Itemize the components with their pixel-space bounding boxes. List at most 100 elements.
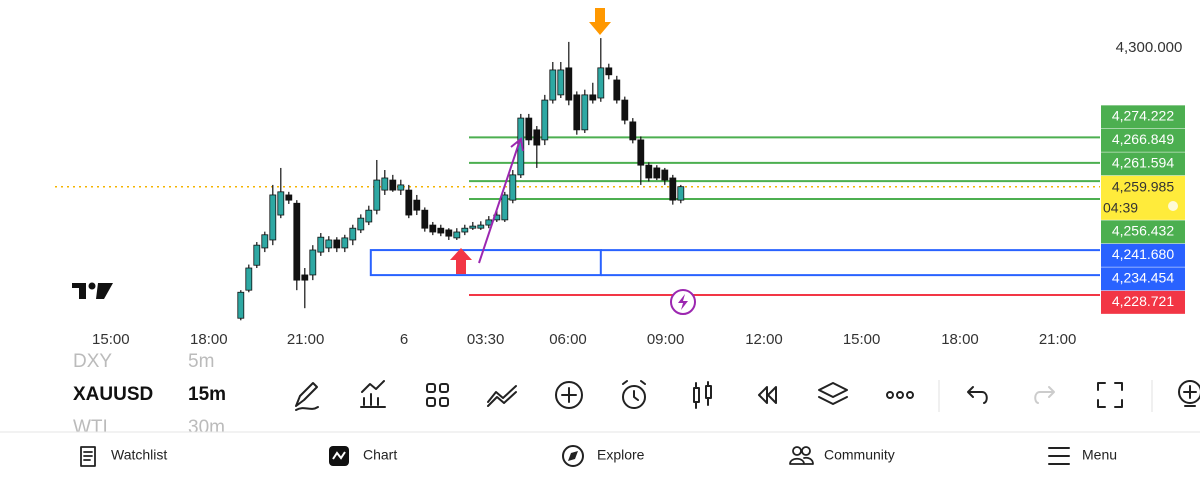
interval[interactable]: 15m xyxy=(188,384,226,405)
price-label: 4,261.594 xyxy=(1112,155,1174,171)
candle-body xyxy=(629,121,637,141)
price-axis[interactable]: 4,300.000 4,274.222 4,266.849 4,261.594 4,25… xyxy=(1101,39,1185,314)
candle-body xyxy=(589,94,597,101)
trend-arrow-head xyxy=(510,137,524,152)
price-label-bg xyxy=(1101,128,1185,152)
candle-body xyxy=(645,164,653,179)
nav-item[interactable]: Menu xyxy=(1048,447,1117,465)
undo[interactable] xyxy=(967,386,988,404)
nav-item[interactable]: Community xyxy=(789,446,895,465)
symbol[interactable]: DXY xyxy=(73,351,112,372)
candle-body xyxy=(453,231,461,239)
candle-body xyxy=(653,167,661,179)
candle-body xyxy=(245,267,253,291)
price-label-bg xyxy=(1101,105,1185,129)
candle-body xyxy=(661,169,669,181)
nav-label[interactable]: Community xyxy=(824,447,895,463)
symbol-picker[interactable]: DXY 5m XAUUSD 15m WTI 30m xyxy=(73,351,226,438)
add[interactable] xyxy=(555,381,583,409)
x-tick-label: 6 xyxy=(400,331,408,348)
trend-arrow[interactable] xyxy=(478,139,521,264)
candle-body xyxy=(421,209,429,229)
chart-type[interactable] xyxy=(693,381,712,409)
candle-body xyxy=(317,236,325,253)
candle-body xyxy=(445,229,453,237)
candle-body xyxy=(469,225,477,229)
templates[interactable] xyxy=(426,383,449,407)
x-tick-label: 21:00 xyxy=(1039,331,1077,348)
toolbar: DXY 5m XAUUSD 15m WTI 30m xyxy=(73,351,1200,438)
candle-body xyxy=(381,177,389,191)
price-label: 4,234.454 xyxy=(1112,270,1174,286)
x-tick-label: 18:00 xyxy=(941,331,979,348)
candle-body xyxy=(365,209,373,223)
plot-area[interactable] xyxy=(55,38,1100,321)
nav-label[interactable]: Chart xyxy=(363,447,397,463)
interval[interactable]: 5m xyxy=(188,351,214,372)
live-dot-inner xyxy=(1168,201,1178,211)
candle-body xyxy=(541,99,549,141)
nav-label[interactable]: Menu xyxy=(1082,447,1117,463)
layers[interactable] xyxy=(818,382,848,405)
alert[interactable] xyxy=(622,380,646,409)
candle-body xyxy=(637,139,645,166)
candle-body xyxy=(253,244,261,266)
nav-label[interactable]: Explore xyxy=(597,447,645,463)
price-label-bg xyxy=(1101,152,1185,176)
nav-item[interactable]: Watchlist xyxy=(80,446,167,467)
candle-body xyxy=(613,79,621,101)
candle-body xyxy=(565,67,573,101)
symbol[interactable]: XAUUSD xyxy=(73,384,153,405)
draw-tool[interactable] xyxy=(295,382,319,411)
indicators[interactable] xyxy=(360,380,386,408)
candle-body xyxy=(557,69,565,96)
price-label-bg xyxy=(1101,267,1185,291)
price-label: 4,241.680 xyxy=(1112,246,1174,262)
candle-body xyxy=(573,94,581,131)
candle-body xyxy=(285,194,293,201)
candle-body xyxy=(397,184,405,191)
nav-item[interactable]: Explore xyxy=(562,445,645,467)
x-tick-label: 15:00 xyxy=(843,331,881,348)
more[interactable] xyxy=(886,391,914,399)
compare[interactable] xyxy=(487,385,517,407)
candle-body xyxy=(389,179,397,191)
candle-body xyxy=(621,99,629,121)
nav-label[interactable]: Watchlist xyxy=(111,447,167,463)
replay[interactable] xyxy=(758,386,777,404)
candle-body xyxy=(301,274,309,281)
x-tick-label: 03:30 xyxy=(467,331,505,348)
buy-arrow[interactable] xyxy=(450,248,472,274)
fullscreen[interactable] xyxy=(1097,382,1123,408)
price-label-bg xyxy=(1101,290,1185,314)
price-label: 4,266.849 xyxy=(1112,131,1174,147)
price-label-bg xyxy=(1101,243,1185,267)
bottom-nav: Watchlist Chart Explore Community Menu xyxy=(80,445,1117,467)
candle-body xyxy=(357,217,365,231)
candle-body xyxy=(309,249,317,276)
x-tick-label: 12:00 xyxy=(745,331,783,348)
event-bolt xyxy=(678,294,688,310)
countdown: 04:39 xyxy=(1103,200,1138,216)
nav-item[interactable]: Chart xyxy=(329,446,397,466)
price-label: 4,259.985 xyxy=(1112,179,1174,195)
candle-body xyxy=(269,194,277,241)
price-label: 4,274.222 xyxy=(1112,108,1174,124)
candle-body xyxy=(349,227,357,241)
ideas[interactable] xyxy=(1178,380,1200,407)
candle-body xyxy=(525,117,533,141)
candle-body xyxy=(373,179,381,211)
x-tick-label: 06:00 xyxy=(549,331,587,348)
candle-body xyxy=(677,186,685,201)
x-tick-label: 15:00 xyxy=(92,331,130,348)
symbol[interactable]: WTI xyxy=(73,417,108,438)
price-label: 4,228.721 xyxy=(1112,293,1174,309)
candle-body xyxy=(277,191,285,216)
candle-body xyxy=(669,177,677,201)
candle-body xyxy=(341,237,349,249)
candle-body xyxy=(437,227,445,234)
sell-arrow[interactable] xyxy=(589,8,611,35)
zone xyxy=(369,249,602,277)
redo xyxy=(1034,386,1055,404)
interval[interactable]: 30m xyxy=(188,417,225,438)
